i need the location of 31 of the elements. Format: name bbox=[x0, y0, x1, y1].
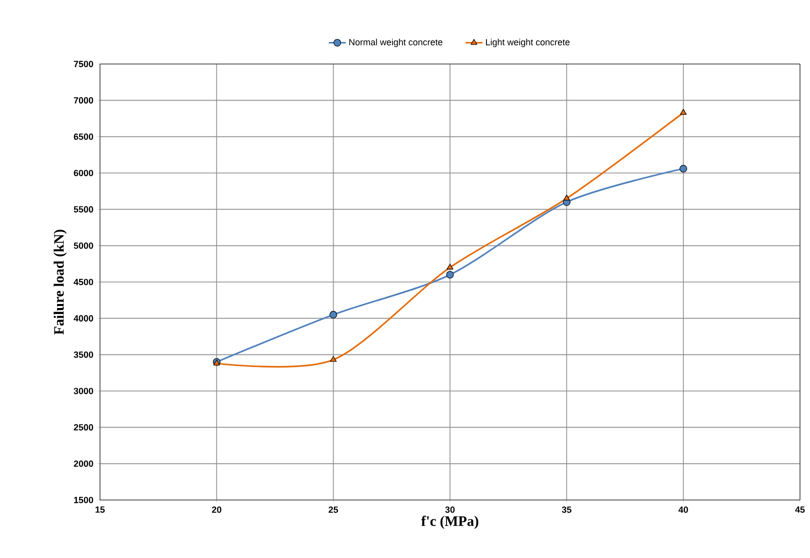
y-axis-title: Failure load (kN) bbox=[54, 230, 67, 335]
y-tick-label: 6500 bbox=[74, 133, 94, 140]
x-tick-label: 40 bbox=[678, 506, 688, 513]
x-tick-label: 25 bbox=[328, 506, 338, 513]
y-tick-label: 1500 bbox=[74, 496, 94, 504]
y-tick-label: 5000 bbox=[74, 242, 94, 249]
y-tick-label: 3500 bbox=[74, 351, 94, 358]
y-tick-label: 5500 bbox=[74, 206, 94, 213]
x-tick-label: 45 bbox=[795, 506, 805, 513]
y-tick-label: 7000 bbox=[74, 97, 94, 104]
y-tick-label: 2500 bbox=[74, 424, 94, 431]
y-tick-label: 6000 bbox=[74, 170, 94, 176]
point bbox=[330, 356, 337, 362]
y-tick-label: 2000 bbox=[74, 460, 94, 467]
point bbox=[446, 270, 454, 279]
x-tick-label: 20 bbox=[212, 506, 222, 513]
point bbox=[680, 108, 687, 115]
y-tick-label: 4000 bbox=[74, 315, 94, 322]
y-tick-label: 7500 bbox=[74, 60, 94, 68]
point bbox=[680, 164, 688, 172]
x-axis-title: f'c (MPa) bbox=[421, 516, 478, 529]
x-tick-label: 30 bbox=[445, 506, 455, 513]
legend-label: Light weight concrete bbox=[486, 38, 570, 48]
legend-label: Normal weight concrete bbox=[349, 38, 442, 48]
x-tick-label: 35 bbox=[562, 506, 572, 513]
y-tick-label: 4500 bbox=[74, 278, 94, 286]
point bbox=[330, 310, 338, 318]
point bbox=[446, 264, 454, 270]
point bbox=[563, 194, 570, 200]
y-tick-label: 3000 bbox=[74, 388, 94, 394]
x-tick-label: 15 bbox=[96, 506, 105, 513]
